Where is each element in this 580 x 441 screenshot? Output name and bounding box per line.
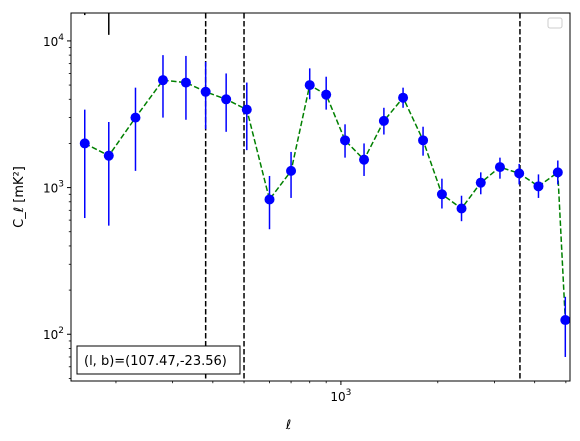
y-tick-label: 103: [43, 180, 64, 196]
series-1-point-23: [552, 167, 563, 178]
annotation-text: (l, b)=(107.47,-23.56): [84, 354, 227, 369]
annotation: (l, b)=(107.47,-23.56): [76, 345, 241, 375]
series-1-point-7: [241, 104, 252, 115]
series-1-point-21: [514, 168, 525, 179]
series-1-point-9: [286, 165, 297, 176]
series-1-point-13: [359, 154, 370, 165]
series-1-point-8: [264, 194, 275, 205]
plot-area: [79, 13, 570, 381]
series-1-point-17: [436, 189, 447, 200]
series-1-point-24: [560, 315, 570, 326]
series-1-point-18: [456, 203, 467, 214]
series-1-point-15: [398, 92, 409, 103]
series-1-point-3: [157, 75, 168, 86]
x-axis-label: ℓ: [285, 418, 291, 433]
annotation-box: [76, 345, 241, 375]
series-1-point-20: [494, 162, 505, 173]
y-axis-label: C_ℓ [mK²]: [12, 166, 27, 228]
series-1-point-12: [340, 135, 351, 146]
legend-box: [547, 17, 563, 29]
series-1-point-0: [79, 138, 90, 149]
series-1-point-14: [378, 115, 389, 126]
y-tick-label: 102: [43, 326, 64, 342]
series-1-point-22: [533, 181, 544, 192]
series-1-point-1: [103, 150, 114, 161]
series-1-point-11: [321, 89, 332, 100]
series-1-point-6: [221, 94, 232, 105]
series-1-point-2: [130, 112, 141, 123]
series-1-point-19: [475, 177, 486, 188]
x-tick-label: 103: [330, 388, 351, 404]
y-tick-label: 104: [43, 33, 64, 49]
axes: 103 102 103 104 ℓ C_ℓ [mK²] (l, b)=(107.47,-23…: [12, 12, 571, 433]
axes-frame: [70, 12, 571, 382]
series-1-point-16: [418, 135, 429, 146]
series-1-line: [84, 79, 567, 321]
series-1-point-4: [180, 77, 191, 88]
series-1-point-5: [200, 86, 211, 97]
series-1-point-10: [304, 80, 315, 91]
